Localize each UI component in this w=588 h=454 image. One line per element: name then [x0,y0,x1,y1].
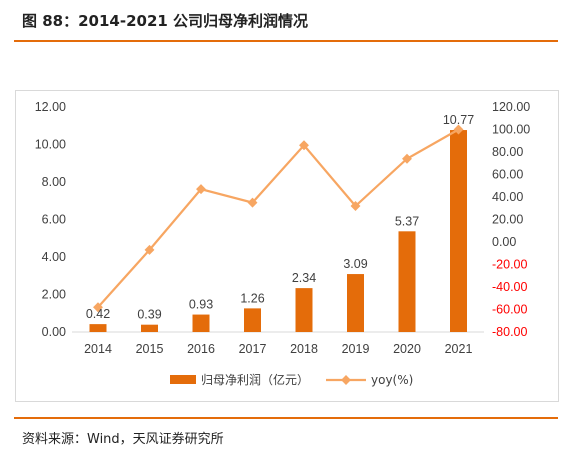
right-axis-tick-label: 60.00 [492,168,523,182]
bar [295,288,313,332]
chart-frame [15,90,559,402]
left-axis-tick-label: 8.00 [42,175,66,189]
right-axis-tick-label: 80.00 [492,145,523,159]
x-axis-tick-label: 2015 [136,342,164,356]
bar-data-label: 1.26 [240,291,264,305]
data-labels: 0.42 0.39 0.93 1.26 2.34 3.09 5.37 10.77 [86,113,474,322]
left-axis-tick-label: 4.00 [42,250,66,264]
bar [192,314,210,332]
bar [89,324,107,332]
figure-title: 图 88：2014-2021 公司归母净利润情况 [22,12,309,30]
left-axis-tick-label: 10.00 [35,138,66,152]
bar-data-label: 2.34 [292,271,316,285]
bar-data-label: 10.77 [443,113,474,127]
right-axis-tick-label: -20.00 [492,258,527,272]
x-axis-tick-label: 2014 [84,342,112,356]
legend-swatch-marker [341,375,351,385]
yoy-line [97,128,460,308]
bar-data-label: 0.39 [137,308,161,322]
right-axis-tick-label: -40.00 [492,280,527,294]
right-axis-tick-label: -80.00 [492,325,527,339]
right-y-axis: -80.00 -60.00 -40.00 -20.00 0.00 20.00 40.00 60… [492,100,530,339]
left-y-axis: 0.00 2.00 4.00 6.00 8.00 10.00 12.00 [35,100,66,339]
title-divider [14,40,558,42]
right-axis-tick-label: 40.00 [492,190,523,204]
x-axis-tick-label: 2020 [393,342,421,356]
right-axis-tick-label: 20.00 [492,213,523,227]
yoy-point [196,184,206,195]
left-axis-tick-label: 12.00 [35,100,66,114]
x-axis-tick-label: 2019 [342,342,370,356]
right-axis-tick-label: 100.00 [492,123,530,137]
left-axis-tick-label: 6.00 [42,213,66,227]
legend-label-line: yoy(%) [371,373,413,387]
source-divider [14,417,558,419]
bar-series [89,130,467,332]
legend-label-bar: 归母净利润（亿元） [201,372,309,387]
bar [244,308,261,332]
left-axis-tick-label: 0.00 [42,325,66,339]
x-axis-tick-label: 2016 [187,342,215,356]
right-axis-tick-label: 0.00 [492,235,516,249]
left-axis-tick-label: 2.00 [42,288,66,302]
bar [398,231,416,332]
yoy-point [350,201,361,211]
bar [450,130,467,332]
right-axis-tick-label: 120.00 [492,100,530,114]
x-axis: 2014 2015 2016 2017 2018 2019 2020 2021 [84,342,472,356]
yoy-point [247,197,258,208]
source-note: 资料来源：Wind，天风证券研究所 [22,432,224,447]
legend-swatch-bar [170,375,196,384]
yoy-line-series [93,124,464,313]
yoy-point [299,140,309,151]
bar [141,324,158,332]
x-axis-tick-label: 2017 [239,342,267,356]
x-axis-tick-label: 2018 [290,342,318,356]
yoy-point [144,244,155,255]
right-axis-tick-label: -60.00 [492,303,527,317]
yoy-point [402,153,412,164]
bar-data-label: 5.37 [395,214,419,228]
x-axis-tick-label: 2021 [445,342,473,356]
bar-data-label: 0.93 [189,298,213,312]
legend: 归母净利润（亿元） yoy(%) [170,372,413,387]
bar [347,274,364,332]
bar-data-label: 0.42 [86,307,110,321]
bar-data-label: 3.09 [343,257,367,271]
